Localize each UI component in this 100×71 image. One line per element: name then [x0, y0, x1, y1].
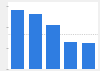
Bar — [82, 43, 95, 69]
Bar — [64, 42, 77, 69]
Bar — [29, 14, 42, 69]
Bar — [11, 10, 24, 69]
Bar — [46, 25, 60, 69]
